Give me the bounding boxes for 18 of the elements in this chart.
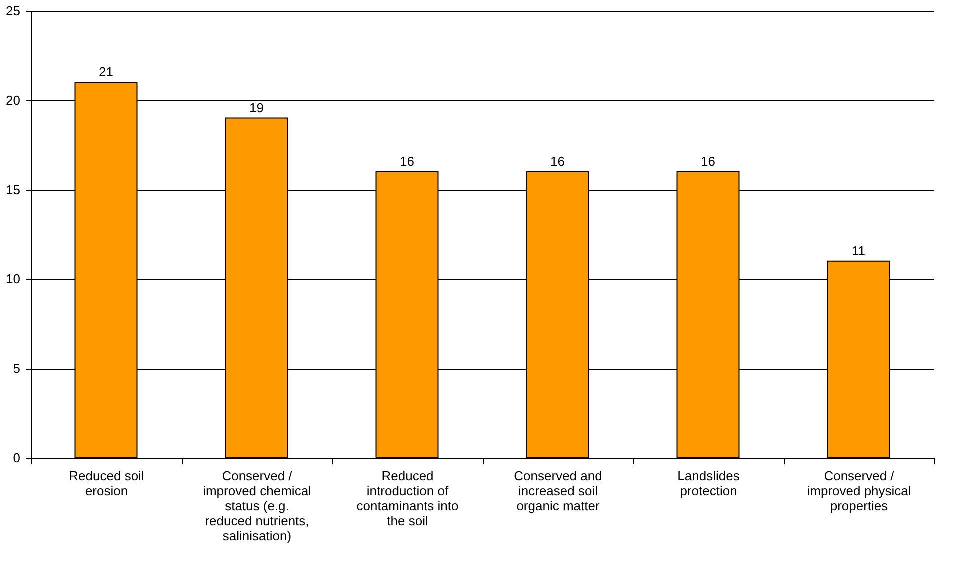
data-label: 19 [250,100,264,116]
x-tick-label: Landslides protection [678,468,740,498]
y-tick-label: 5 [13,361,20,376]
y-tick-label: 0 [13,450,20,466]
data-label: 21 [99,64,114,80]
y-tick-label: 15 [6,182,20,198]
y-tick-label: 20 [6,92,20,108]
data-label: 16 [550,154,565,169]
x-tick-label: Conserved / improved chemical status (e.g. reduced nutrients, salinisation) [203,468,312,544]
x-tick-label: Reduced soil erosion [69,468,144,498]
y-tick-label: 10 [6,272,20,287]
x-tick-label: Conserved / improved physical properties [807,468,912,514]
x-tick-label: Conserved and increased soil organic matter [514,468,602,514]
data-label: 11 [852,243,866,258]
data-label: 16 [400,154,414,169]
y-tick-label: 25 [6,4,20,18]
data-label: 16 [701,154,716,169]
x-tick-label: Reduced introduction of contaminants into the soil [356,468,459,528]
